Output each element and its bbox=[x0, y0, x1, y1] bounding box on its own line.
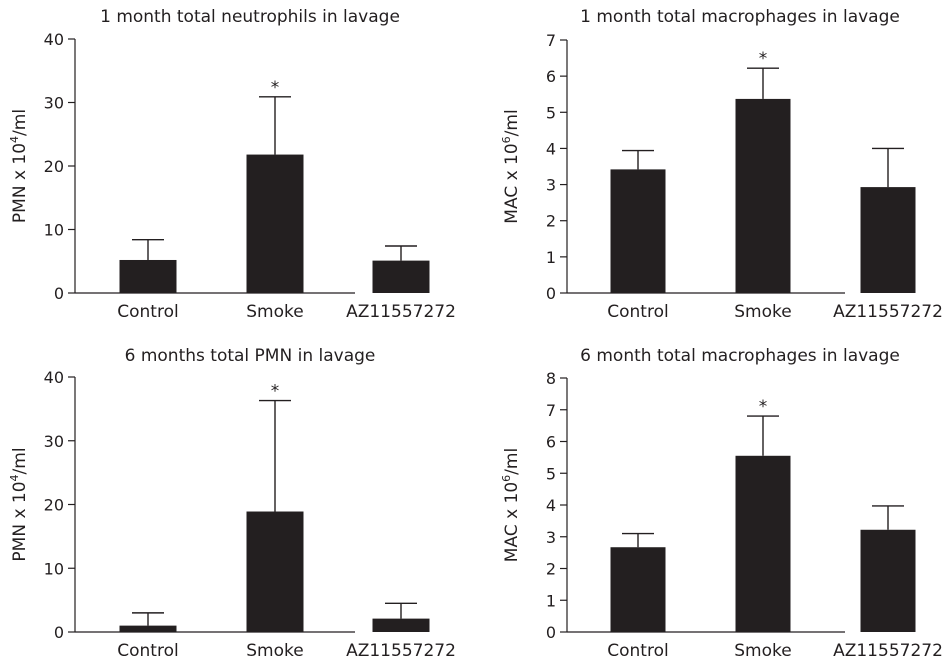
y-axis-label: PMN x 104/ml bbox=[8, 447, 30, 561]
chart-panel-2: 1 month total macrophages in lavage 0 1 2 3 4… bbox=[500, 7, 943, 322]
bar bbox=[246, 511, 304, 632]
y-tick-label: 2 bbox=[546, 212, 556, 231]
y-axis-label-main: MAC x 10 bbox=[502, 482, 522, 562]
y-axis-label-unit: /ml bbox=[10, 109, 30, 136]
y-axis-label-unit: /ml bbox=[502, 109, 522, 136]
y-tick-label: 4 bbox=[546, 139, 556, 158]
x-category-label: AZ11557272 bbox=[346, 641, 456, 661]
significance-marker: * bbox=[759, 397, 768, 417]
y-tick-label: 20 bbox=[44, 496, 64, 515]
bar bbox=[119, 625, 177, 632]
y-axis-label-unit: /ml bbox=[10, 447, 30, 474]
y-tick-label: 30 bbox=[44, 94, 64, 113]
chart-title: 1 month total macrophages in lavage bbox=[580, 7, 900, 27]
y-tick-label: 5 bbox=[546, 103, 556, 122]
x-category-label: AZ11557272 bbox=[833, 641, 943, 661]
x-category-label: Control bbox=[607, 641, 668, 661]
y-axis-label-exponent: 6 bbox=[500, 475, 513, 482]
bar bbox=[860, 187, 916, 293]
y-axis-label-unit: /ml bbox=[502, 448, 522, 475]
y-axis-label-exponent: 4 bbox=[8, 474, 21, 481]
y-tick-label: 0 bbox=[546, 623, 556, 642]
x-category-label: Smoke bbox=[246, 641, 303, 661]
y-axis-label-main: MAC x 10 bbox=[502, 143, 522, 223]
x-category-label: Control bbox=[117, 641, 178, 661]
y-tick-label: 30 bbox=[44, 432, 64, 451]
bar bbox=[372, 260, 430, 293]
y-tick-label: 20 bbox=[44, 157, 64, 176]
bar bbox=[735, 455, 791, 632]
chart-panel-4: 6 month total macrophages in lavage 0 1 2 3 4… bbox=[500, 346, 943, 661]
y-axis-label-main: PMN x 10 bbox=[10, 143, 30, 223]
bar bbox=[735, 98, 791, 293]
chart-title: 1 month total neutrophils in lavage bbox=[100, 7, 400, 27]
bar bbox=[860, 529, 916, 632]
chart-panel-1: 1 month total neutrophils in lavage 0 10 20… bbox=[8, 7, 456, 322]
y-axis-label-exponent: 4 bbox=[8, 136, 21, 143]
y-tick-label: 40 bbox=[44, 368, 64, 387]
significance-marker: * bbox=[759, 49, 768, 69]
x-category-label: Smoke bbox=[734, 641, 791, 661]
y-tick-label: 0 bbox=[546, 284, 556, 303]
y-tick-label: 1 bbox=[546, 248, 556, 267]
y-tick-label: 6 bbox=[546, 433, 556, 452]
bar bbox=[610, 169, 666, 293]
bar bbox=[372, 618, 430, 632]
y-tick-label: 10 bbox=[44, 559, 64, 578]
chart-panel-3: 6 months total PMN in lavage 0 10 20 30 40 PMN… bbox=[8, 346, 456, 661]
x-category-label: Smoke bbox=[734, 302, 791, 322]
y-tick-label: 3 bbox=[546, 176, 556, 195]
y-tick-label: 0 bbox=[54, 623, 64, 642]
y-tick-label: 8 bbox=[546, 369, 556, 388]
x-category-label: Control bbox=[607, 302, 668, 322]
y-tick-label: 5 bbox=[546, 464, 556, 483]
bar bbox=[610, 547, 666, 632]
y-tick-label: 0 bbox=[54, 284, 64, 303]
y-tick-label: 10 bbox=[44, 221, 64, 240]
y-tick-label: 1 bbox=[546, 591, 556, 610]
x-category-label: Smoke bbox=[246, 302, 303, 322]
significance-marker: * bbox=[271, 382, 280, 402]
chart-title: 6 month total macrophages in lavage bbox=[580, 346, 900, 366]
x-category-label: AZ11557272 bbox=[346, 302, 456, 322]
x-category-label: AZ11557272 bbox=[833, 302, 943, 322]
y-tick-label: 7 bbox=[546, 401, 556, 420]
y-tick-label: 40 bbox=[44, 30, 64, 49]
y-axis-label: MAC x 106/ml bbox=[500, 109, 522, 223]
y-axis-label: PMN x 104/ml bbox=[8, 109, 30, 223]
y-tick-label: 4 bbox=[546, 496, 556, 515]
bar bbox=[246, 154, 304, 293]
y-tick-label: 7 bbox=[546, 31, 556, 50]
chart-title: 6 months total PMN in lavage bbox=[125, 346, 376, 366]
y-tick-label: 3 bbox=[546, 528, 556, 547]
y-tick-label: 2 bbox=[546, 560, 556, 579]
y-tick-label: 6 bbox=[546, 67, 556, 86]
y-axis-label-exponent: 6 bbox=[500, 136, 513, 143]
bar bbox=[119, 259, 177, 293]
significance-marker: * bbox=[271, 78, 280, 98]
x-category-label: Control bbox=[117, 302, 178, 322]
y-axis-label: MAC x 106/ml bbox=[500, 448, 522, 562]
y-axis-label-main: PMN x 10 bbox=[10, 481, 30, 561]
